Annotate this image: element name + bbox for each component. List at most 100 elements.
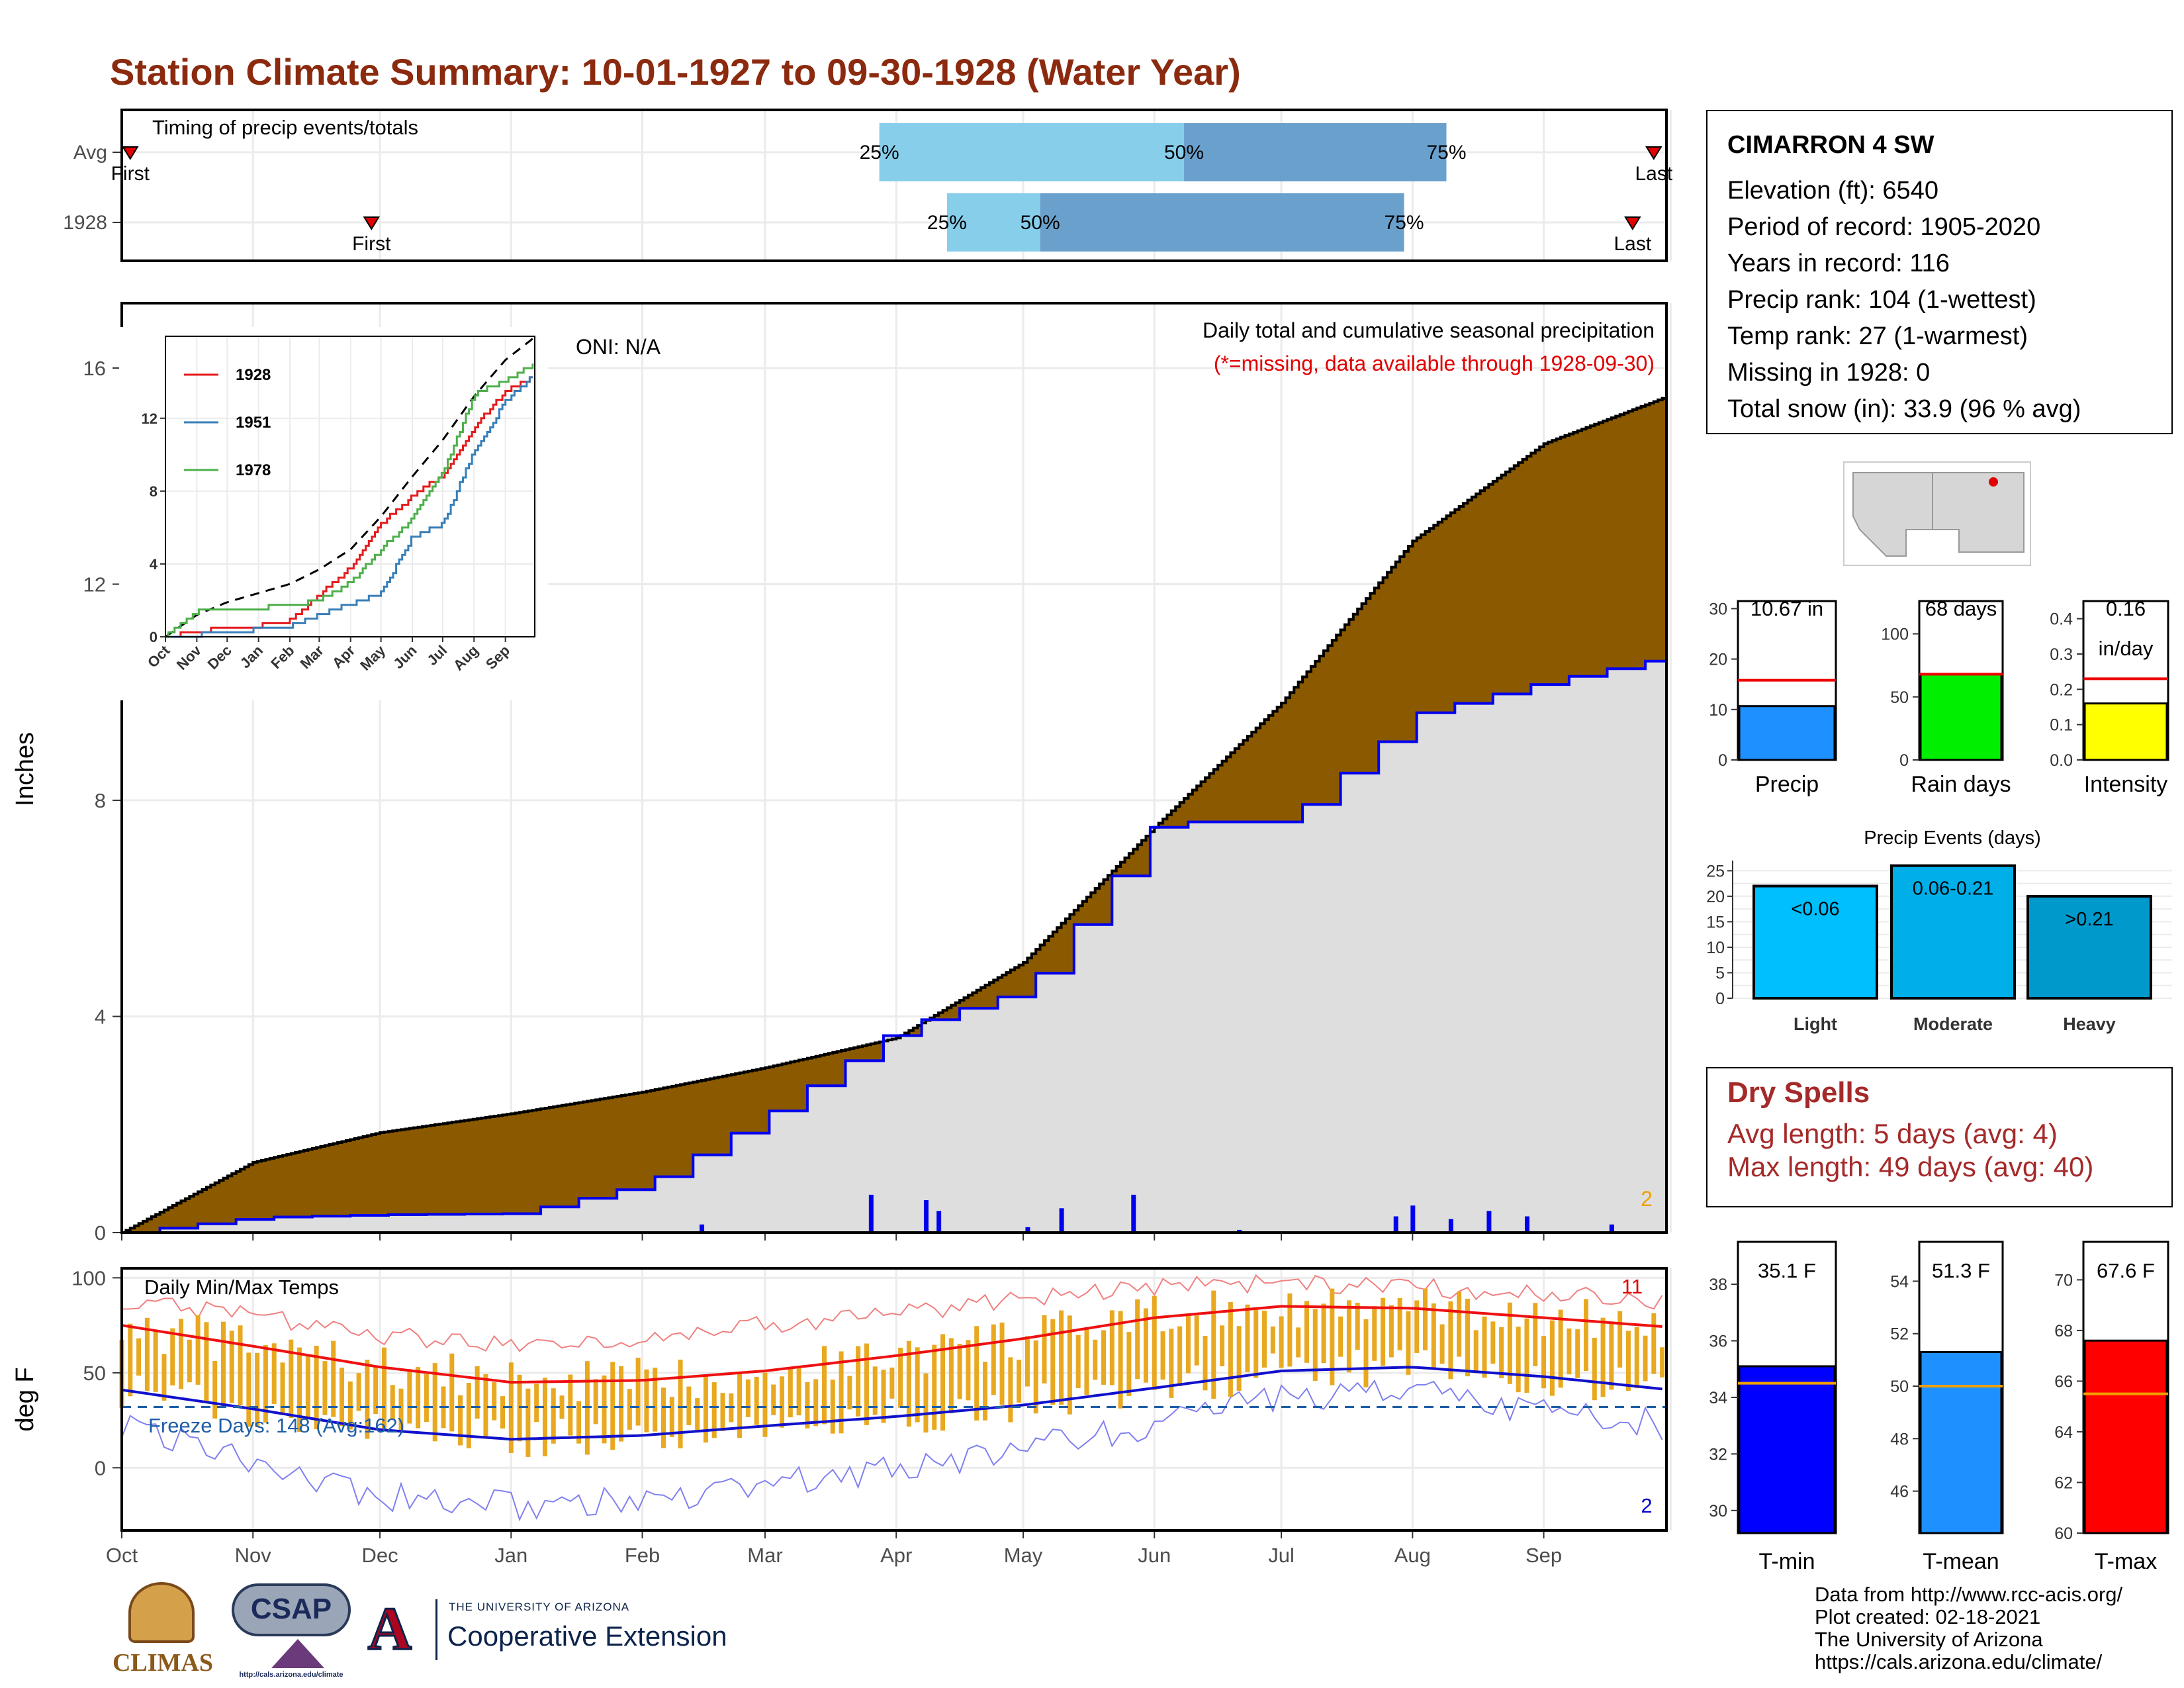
daily-temp-bar	[322, 1361, 328, 1415]
daily-temp-bar	[974, 1326, 979, 1421]
events-y-tick-label: 15	[1706, 913, 1725, 931]
temp-summary-value-label: 51.3 F	[1932, 1259, 1990, 1282]
timing-label-75: 75%	[1426, 142, 1466, 164]
daily-temp-bar	[1312, 1309, 1318, 1382]
daily-temp-bar	[610, 1362, 615, 1450]
daily-temp-bar	[830, 1380, 835, 1434]
daily-temp-bar	[1042, 1315, 1047, 1383]
temp-y-axis-label: deg F	[11, 1367, 39, 1431]
events-bar	[1752, 884, 1878, 1000]
csap-url: http://cals.arizona.edu/climate	[239, 1671, 343, 1679]
temp-summary-y-tick-label: 70	[2054, 1271, 2073, 1289]
timing-bar-25-50	[946, 193, 1040, 252]
precip-y-tick-label: 4	[95, 1005, 106, 1028]
freeze-days-label: Freeze Days: 148 (Avg:162)	[148, 1414, 404, 1437]
temp-summary-y-tick-label: 68	[2054, 1322, 2073, 1340]
daily-temp-bar	[340, 1367, 345, 1427]
daily-temp-bar	[1109, 1310, 1115, 1385]
daily-temp-bar	[957, 1344, 962, 1399]
daily-temp-bar	[1211, 1290, 1216, 1399]
temp-y-tick-label: 50	[83, 1362, 106, 1385]
summary-bar-chart-2: 0 50 100 68 days Rain days	[1881, 597, 2011, 797]
temp-x-tick-label: Mar	[747, 1544, 782, 1567]
daily-temp-bar	[136, 1338, 142, 1376]
daily-temp-bar	[940, 1334, 946, 1431]
daily-temp-bar	[195, 1315, 201, 1385]
daily-temp-bar	[695, 1398, 700, 1431]
record-low-count: 2	[1641, 1494, 1652, 1517]
temp-summary-bar	[1738, 1365, 1836, 1534]
daily-temp-bar	[1296, 1327, 1301, 1358]
station-temp-rank: Temp rank: 27 (1-warmest)	[1727, 322, 2028, 350]
daily-temp-bar	[1321, 1303, 1326, 1364]
daily-temp-bar	[1651, 1313, 1657, 1374]
daily-temp-bar	[297, 1347, 302, 1432]
daily-temp-bar	[796, 1366, 801, 1416]
daily-temp-bar	[1592, 1337, 1597, 1401]
temp-summary-y-tick-label: 32	[1709, 1445, 1727, 1464]
temp-summary-y-tick-label: 66	[2054, 1372, 2073, 1391]
precip-y-axis-label: Inches	[11, 732, 39, 806]
temp-summary-y-tick-label: 60	[2054, 1524, 2073, 1543]
daily-temp-bar	[813, 1379, 819, 1427]
station-info-box: CIMARRON 4 SW Elevation (ft): 6540 Perio…	[1706, 110, 2173, 434]
daily-temp-bar	[1490, 1321, 1496, 1364]
summary-y-tick-label: 0.0	[2050, 751, 2073, 770]
events-y-tick-label: 5	[1715, 964, 1725, 982]
inset-y-tick-label: 8	[150, 483, 158, 500]
daily-temp-bar	[932, 1344, 937, 1430]
temp-x-tick-label: Jul	[1268, 1544, 1295, 1567]
temp-summary-y-tick-label: 50	[1890, 1378, 1909, 1396]
events-bar-range-label: <0.06	[1791, 899, 1839, 920]
daily-temp-bar	[1067, 1315, 1072, 1415]
daily-temp-bar	[1372, 1306, 1377, 1361]
daily-temp-bar	[966, 1340, 971, 1401]
temp-summary-category-label: T-max	[2095, 1549, 2157, 1574]
summary-category-label: Intensity	[2084, 772, 2168, 797]
state-map	[1843, 461, 2031, 566]
precip-subtitle: Daily total and cumulative seasonal prec…	[1203, 318, 1655, 342]
daily-temp-bar	[365, 1360, 370, 1439]
temp-panel-label: Daily Min/Max Temps	[144, 1276, 339, 1299]
daily-temp-bar	[568, 1374, 573, 1436]
daily-temp-bar	[754, 1376, 759, 1425]
ua-block-a-icon: A	[367, 1595, 412, 1662]
daily-temp-bar	[416, 1367, 421, 1429]
daily-temp-bar	[1203, 1335, 1208, 1391]
daily-temp-bar	[381, 1347, 387, 1431]
daily-temp-bar	[915, 1347, 920, 1423]
station-elevation: Elevation (ft): 6540	[1727, 177, 1938, 205]
daily-temp-bar	[1448, 1301, 1453, 1380]
daily-temp-bar	[762, 1372, 768, 1437]
daily-temp-bar	[821, 1346, 827, 1425]
temp-summary-y-tick-label: 46	[1890, 1483, 1909, 1501]
daily-temp-bar	[483, 1374, 488, 1438]
daily-temp-bar	[347, 1382, 353, 1430]
dry-spells-title: Dry Spells	[1727, 1076, 1870, 1109]
daily-temp-bar	[1355, 1303, 1360, 1350]
timing-bar-25-50	[879, 123, 1185, 181]
summary-y-tick-label: 50	[1890, 688, 1909, 707]
inset-y-tick-label: 12	[142, 410, 158, 427]
daily-temp-bar	[500, 1396, 506, 1429]
footer-plot-created: Plot created: 02-18-2021	[1815, 1605, 2041, 1628]
daily-temp-bar	[534, 1383, 539, 1423]
daily-temp-bar	[204, 1322, 209, 1401]
summary-y-tick-label: 20	[1709, 651, 1727, 669]
daily-temp-bar	[229, 1331, 234, 1403]
daily-precip-bar	[1237, 1229, 1242, 1233]
daily-temp-bar	[881, 1370, 886, 1423]
daily-temp-bar	[1135, 1299, 1140, 1380]
summary-y-tick-label: 0	[1718, 751, 1727, 770]
temp-x-tick-label: Sep	[1525, 1544, 1562, 1567]
ua-small-text: THE UNIVERSITY OF ARIZONA	[449, 1601, 630, 1613]
daily-temp-bar	[458, 1395, 463, 1446]
events-category-label: Light	[1794, 1014, 1837, 1034]
temp-x-tick-label: Dec	[361, 1544, 398, 1567]
inset-legend-label: 1951	[236, 414, 271, 432]
ua-divider	[435, 1599, 437, 1660]
daily-temp-bar	[1118, 1311, 1123, 1409]
inset-y-tick-label: 4	[150, 556, 158, 573]
inset-y-tick-label: 0	[150, 629, 158, 645]
summary-value-label: 68 days	[1925, 597, 1997, 620]
